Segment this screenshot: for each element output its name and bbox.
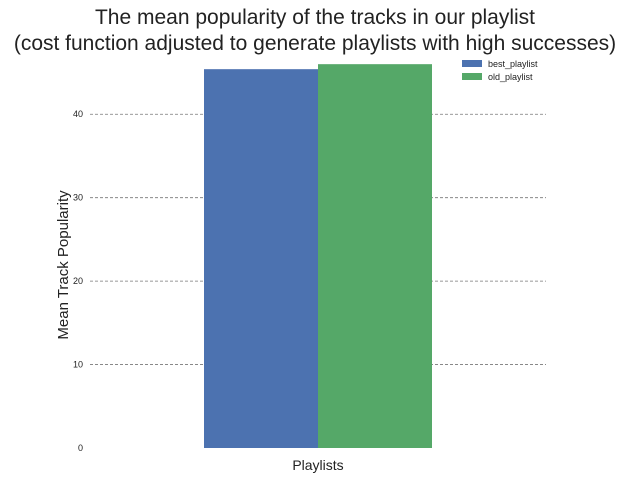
legend-label-old-playlist: old_playlist — [488, 72, 533, 82]
bars — [204, 64, 432, 448]
y-tick-label: 0 — [78, 443, 83, 453]
y-tick-labels: 0 10 20 30 40 — [73, 109, 83, 453]
chart-title-line2: (cost function adjusted to generate play… — [14, 32, 616, 55]
x-axis-label: Playlists — [292, 457, 343, 473]
y-tick-label: 10 — [73, 360, 83, 370]
legend-swatch-old-playlist — [462, 73, 482, 80]
legend-swatch-best-playlist — [462, 60, 482, 67]
y-axis-label: Mean Track Popularity — [55, 190, 72, 340]
y-tick-label: 20 — [73, 276, 83, 286]
y-tick-label: 40 — [73, 109, 83, 119]
legend: best_playlist old_playlist — [462, 59, 538, 82]
bar-best-playlist — [204, 69, 318, 448]
y-tick-label: 30 — [73, 193, 83, 203]
bar-old-playlist — [318, 64, 432, 448]
legend-label-best-playlist: best_playlist — [488, 59, 538, 69]
chart-title-line1: The mean popularity of the tracks in our… — [95, 6, 535, 29]
